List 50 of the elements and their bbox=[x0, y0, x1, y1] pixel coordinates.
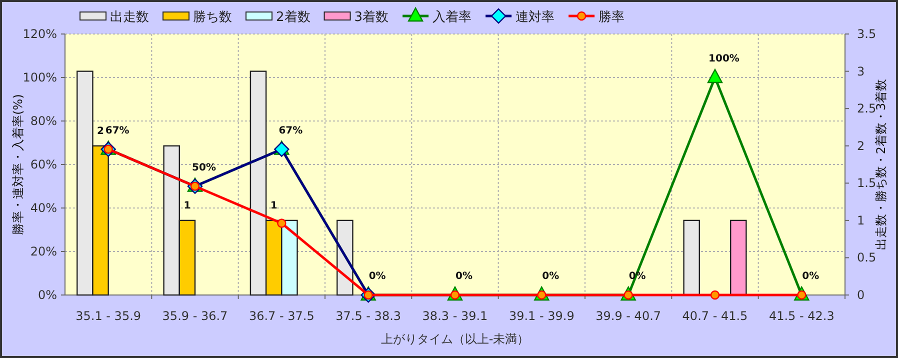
y-tick-label: 100% bbox=[22, 70, 57, 84]
y2-tick-label: 1.5 bbox=[857, 176, 876, 190]
bar bbox=[683, 220, 700, 296]
data-label: 2 bbox=[97, 126, 104, 137]
bar bbox=[730, 220, 747, 296]
legend-label: 出走数 bbox=[110, 10, 149, 25]
y-tick-label: 120% bbox=[22, 27, 57, 41]
y2-tick-label: 3.5 bbox=[857, 27, 876, 41]
data-label: 50% bbox=[192, 162, 216, 174]
point bbox=[277, 218, 286, 228]
y2-tick-label: 2 bbox=[857, 138, 865, 153]
x-tick-label: 39.1 - 39.9 bbox=[508, 309, 574, 323]
data-label: 67% bbox=[105, 125, 130, 136]
y-tick-label: 20% bbox=[30, 244, 57, 258]
y-tick-label: 60% bbox=[30, 158, 57, 172]
y2-tick-label: 1 bbox=[857, 213, 865, 228]
y-tick-label: 80% bbox=[30, 114, 57, 128]
x-axis-title: 上がりタイム（以上-未満） bbox=[380, 332, 530, 346]
x-tick-label: 36.7 - 37.5 bbox=[248, 309, 314, 323]
data-label: 67% bbox=[278, 125, 303, 136]
data-label: 1 bbox=[184, 200, 191, 212]
y-axis-title: 勝率・連対率・入着率(%) bbox=[11, 94, 25, 235]
data-label: 0% bbox=[542, 271, 560, 282]
y2-axis-title: 出走数・勝ち数・2着数・3着数 bbox=[874, 78, 888, 250]
data-label: 100% bbox=[708, 54, 740, 64]
x-tick-label: 39.9 - 40.7 bbox=[596, 309, 662, 323]
y2-tick-label: 0 bbox=[857, 288, 865, 302]
legend-label: 入着率 bbox=[432, 9, 472, 25]
y2-tick-label: 3 bbox=[857, 64, 865, 78]
data-label: 1 bbox=[270, 200, 278, 212]
x-tick-label: 35.9 - 36.7 bbox=[162, 309, 228, 323]
y2-tick-label: 0.5 bbox=[857, 250, 876, 265]
x-tick-label: 41.5 - 42.3 bbox=[768, 309, 834, 323]
legend-label: 勝率 bbox=[598, 9, 625, 25]
point bbox=[707, 68, 723, 84]
legend-label: 連対率 bbox=[516, 9, 555, 25]
y-tick-label: 0% bbox=[38, 288, 57, 302]
y-tick-label: 40% bbox=[30, 201, 57, 215]
data-label: 0% bbox=[456, 271, 472, 282]
legend-label: 2着数 bbox=[276, 9, 310, 25]
x-tick-label: 35.1 - 35.9 bbox=[76, 309, 142, 323]
point bbox=[710, 290, 720, 300]
y2-tick-label: 2.5 bbox=[857, 102, 876, 116]
x-tick-label: 37.5 - 38.3 bbox=[336, 309, 402, 323]
legend-label: 3着数 bbox=[354, 9, 389, 25]
data-label: 0% bbox=[802, 271, 820, 282]
x-tick-label: 40.7 - 41.5 bbox=[682, 309, 748, 323]
data-label: 0% bbox=[368, 271, 386, 282]
legend-label: 勝ち数 bbox=[193, 10, 232, 25]
x-tick-label: 38.3 - 39.1 bbox=[422, 309, 488, 323]
